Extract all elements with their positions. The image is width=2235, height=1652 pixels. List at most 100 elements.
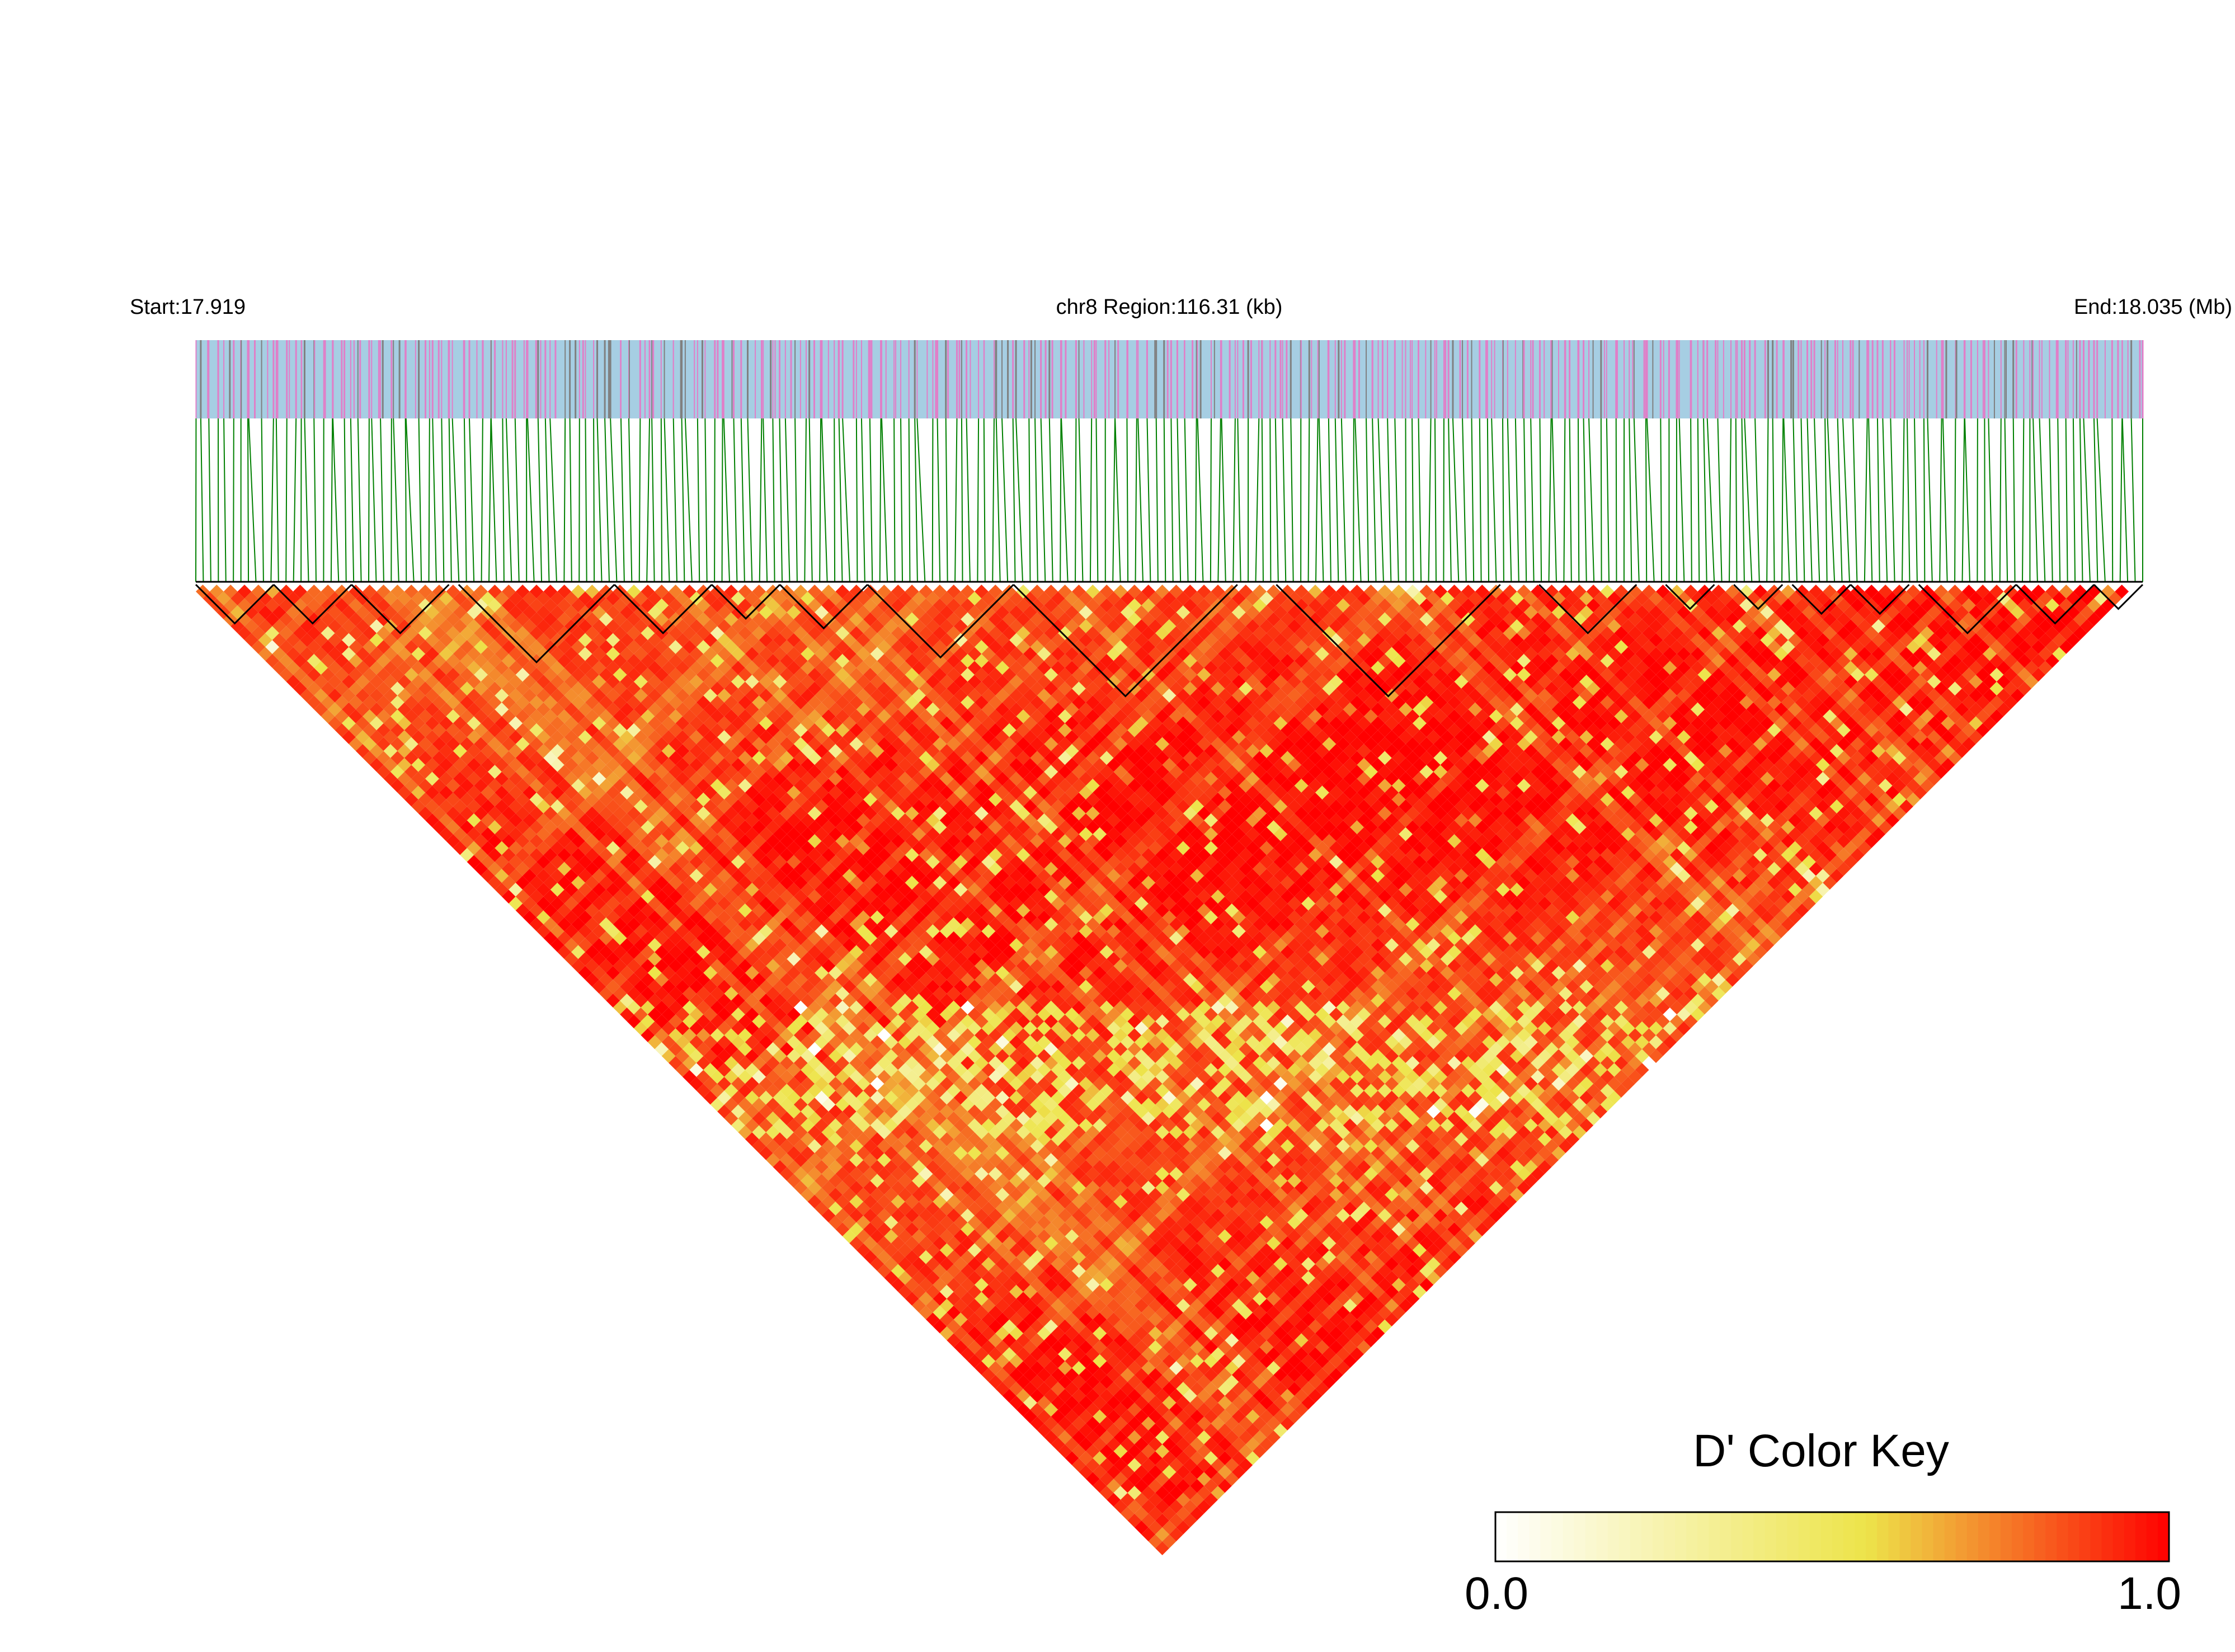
ld-cell [835, 1139, 850, 1154]
ld-cell [369, 744, 384, 758]
ld-cell [835, 1153, 850, 1167]
ld-cell [1190, 1451, 1204, 1465]
ld-cell [537, 799, 550, 813]
ld-cell [585, 889, 599, 904]
ld-cell [759, 1146, 773, 1160]
snp-connector-line [1837, 418, 1843, 582]
ld-cell [390, 681, 404, 696]
snp-connector-line [1126, 418, 1129, 582]
ld-cell [342, 702, 356, 717]
snp-connector-line [1318, 418, 1324, 582]
ld-cell [1190, 1479, 1204, 1493]
ld-cell [981, 1284, 996, 1299]
snp-connector-line [1999, 418, 2002, 582]
ld-cell [279, 612, 293, 627]
ld-cell [571, 945, 585, 959]
ld-cell [515, 889, 530, 904]
ld-cell [787, 1090, 801, 1105]
snp-connector-line [819, 418, 822, 582]
ld-cell [578, 869, 592, 883]
ld-cell [821, 1194, 836, 1209]
ld-cell [1093, 1479, 1107, 1493]
ld-cell [342, 591, 356, 606]
ld-cell [627, 931, 641, 945]
ld-cell [1044, 1333, 1058, 1348]
ld-cell [606, 994, 620, 1008]
snp-connector-line [1754, 418, 1760, 582]
ld-cell [961, 1278, 975, 1292]
ld-cell [926, 1215, 940, 1230]
snp-connector-line [1135, 418, 1137, 582]
snp-connector-line [1927, 418, 1933, 582]
ld-cell [661, 966, 676, 980]
ld-cell [1141, 1402, 1156, 1417]
ld-cell [759, 1049, 773, 1063]
ld-cell [1065, 1326, 1079, 1340]
ld-cell [592, 841, 606, 855]
ld-cell [230, 591, 244, 606]
ld-cell [655, 986, 669, 1001]
ld-cell [1051, 1312, 1065, 1327]
ld-cell [919, 1194, 933, 1209]
ld-cell [703, 1049, 718, 1063]
ld-cell [592, 882, 606, 897]
ld-cell [877, 1236, 891, 1250]
ld-cell [390, 640, 404, 654]
ld-cell [1183, 1499, 1197, 1514]
ld-cell [926, 1229, 940, 1244]
snp-connector-line [1539, 418, 1542, 582]
ld-cell [390, 779, 404, 793]
ld-cell [488, 737, 502, 751]
snp-connector-line [1255, 418, 1260, 582]
ld-cell [237, 626, 252, 641]
ld-cell [787, 1049, 801, 1063]
snp-connector-line [983, 418, 986, 582]
ld-cell [418, 681, 432, 696]
ld-cell [835, 1111, 850, 1126]
snp-connector-line [1418, 418, 1422, 582]
snp-connector-line [261, 418, 264, 582]
snp-connector-line [380, 418, 384, 582]
ld-cell [905, 1236, 919, 1250]
ld-cell [1121, 1479, 1135, 1493]
ld-cell [981, 1257, 996, 1271]
ld-cell [905, 1264, 919, 1278]
snp-connector-line [1163, 418, 1166, 582]
ld-cell [1044, 1416, 1058, 1430]
ld-cell [669, 1014, 683, 1029]
snp-connector-line [1852, 418, 1858, 582]
ld-cell [515, 903, 530, 917]
ld-cell [933, 1194, 947, 1209]
ld-cell [683, 1042, 697, 1056]
ld-cell [606, 980, 620, 994]
ld-cell [995, 1340, 1010, 1354]
ld-cell [1099, 1430, 1114, 1444]
ld-cell [961, 1333, 975, 1348]
snp-connector-line [1195, 418, 1197, 582]
snp-connector-line [1741, 418, 1745, 582]
ld-cell [655, 945, 669, 959]
ld-cell [1134, 1493, 1149, 1507]
ld-cell [773, 1035, 787, 1049]
ld-cell [975, 1264, 989, 1278]
ld-cell [752, 1098, 766, 1112]
ld-cell [1141, 1486, 1156, 1500]
snp-connector-line [1502, 418, 1504, 582]
ld-cell [1085, 1347, 1100, 1361]
ld-cell [1002, 1264, 1017, 1278]
ld-cell [661, 980, 676, 994]
ld-cell [835, 1180, 850, 1195]
snp-connector-line [1394, 418, 1399, 582]
ld-cell [1051, 1354, 1065, 1368]
snp-connector-line [371, 418, 377, 582]
ld-cell [293, 626, 307, 641]
snp-connector-line [248, 418, 257, 582]
ld-cell [717, 994, 731, 1008]
snp-connector-line [1690, 418, 1692, 582]
ld-cell [815, 1160, 829, 1174]
ld-cell [634, 896, 648, 911]
ld-cell [1023, 1382, 1037, 1396]
ld-cell [975, 1250, 989, 1264]
ld-cell [807, 1125, 822, 1140]
ld-cell [1002, 1347, 1017, 1361]
